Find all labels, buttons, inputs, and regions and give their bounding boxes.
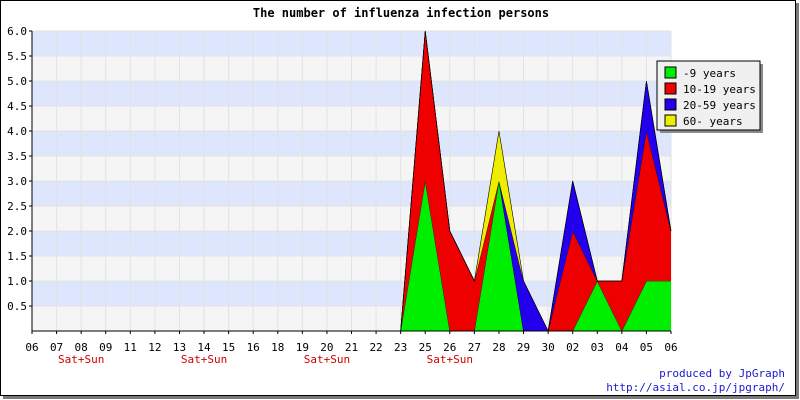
weekend-label: Sat+Sun	[58, 353, 104, 366]
x-tick-label: 05	[640, 341, 653, 354]
y-tick-label: 1.0	[7, 275, 27, 288]
y-tick-label: 6.0	[7, 25, 27, 38]
x-tick-label: 26	[443, 341, 456, 354]
weekend-label: Sat+Sun	[427, 353, 473, 366]
series-area-3	[32, 31, 671, 331]
weekend-labels: Sat+Sun Sat+Sun Sat+Sun Sat+Sun	[58, 353, 473, 366]
y-tick-label: 5.0	[7, 75, 27, 88]
x-tick-labels: 06 07 08 09 11 12 13 14 15 16 18 19 20 21 22 23 25 26 27 28…	[25, 331, 678, 354]
x-tick-label: 30	[541, 341, 554, 354]
legend-swatch	[664, 98, 677, 111]
x-tick-label: 20	[320, 341, 333, 354]
y-tick-label: 0.5	[7, 300, 27, 313]
y-tick-label: 1.5	[7, 250, 27, 263]
x-tick-label: 08	[75, 341, 88, 354]
x-tick-label: 15	[222, 341, 235, 354]
x-tick-label: 04	[615, 341, 629, 354]
x-tick-label: 13	[173, 341, 186, 354]
x-tick-label: 18	[271, 341, 284, 354]
x-tick-label: 22	[369, 341, 382, 354]
legend-label: 10-19 years	[683, 83, 756, 96]
x-tick-label: 23	[394, 341, 407, 354]
x-tick-label: 03	[591, 341, 604, 354]
legend-swatch	[664, 114, 677, 127]
legend-label: -9 years	[683, 67, 736, 80]
x-tick-label: 27	[468, 341, 481, 354]
x-tick-label: 09	[99, 341, 112, 354]
y-tick-label: 5.5	[7, 50, 27, 63]
y-tick-label: 2.0	[7, 225, 27, 238]
x-tick-label: 29	[517, 341, 530, 354]
x-tick-label: 16	[247, 341, 260, 354]
x-tick-label: 12	[148, 341, 161, 354]
weekend-label: Sat+Sun	[181, 353, 227, 366]
y-tick-label: 2.5	[7, 200, 27, 213]
credit-produced-by: produced by JpGraph	[659, 367, 785, 380]
legend-swatch	[664, 82, 677, 95]
y-tick-label: 3.0	[7, 175, 27, 188]
legend-label: 20-59 years	[683, 99, 756, 112]
series-area-1	[32, 181, 671, 331]
x-tick-label: 06	[25, 341, 38, 354]
chart-title: The number of influenza infection person…	[253, 6, 549, 20]
x-tick-label: 25	[419, 341, 432, 354]
legend-swatch	[664, 66, 677, 79]
weekend-label: Sat+Sun	[304, 353, 350, 366]
x-tick-label: 21	[345, 341, 358, 354]
x-tick-label: 07	[50, 341, 63, 354]
x-tick-label: 11	[124, 341, 137, 354]
x-tick-label: 14	[197, 341, 211, 354]
y-tick-label: 4.5	[7, 100, 27, 113]
credit-url[interactable]: http://asial.co.jp/jpgraph/	[606, 381, 785, 394]
x-tick-label: 19	[296, 341, 309, 354]
legend: -9 years 10-19 years 20-59 years 60- years	[656, 60, 763, 133]
x-tick-label: 28	[492, 341, 505, 354]
y-tick-label: 3.5	[7, 150, 27, 163]
y-tick-label: 4.0	[7, 125, 27, 138]
y-tick-labels: 0.5 1.0 1.5 2.0 2.5 3.0 3.5 4.0 4.5 5.0 5.5 6.0	[7, 25, 32, 313]
x-tick-label: 06	[664, 341, 677, 354]
x-tick-label: 02	[566, 341, 579, 354]
legend-label: 60- years	[683, 115, 743, 128]
